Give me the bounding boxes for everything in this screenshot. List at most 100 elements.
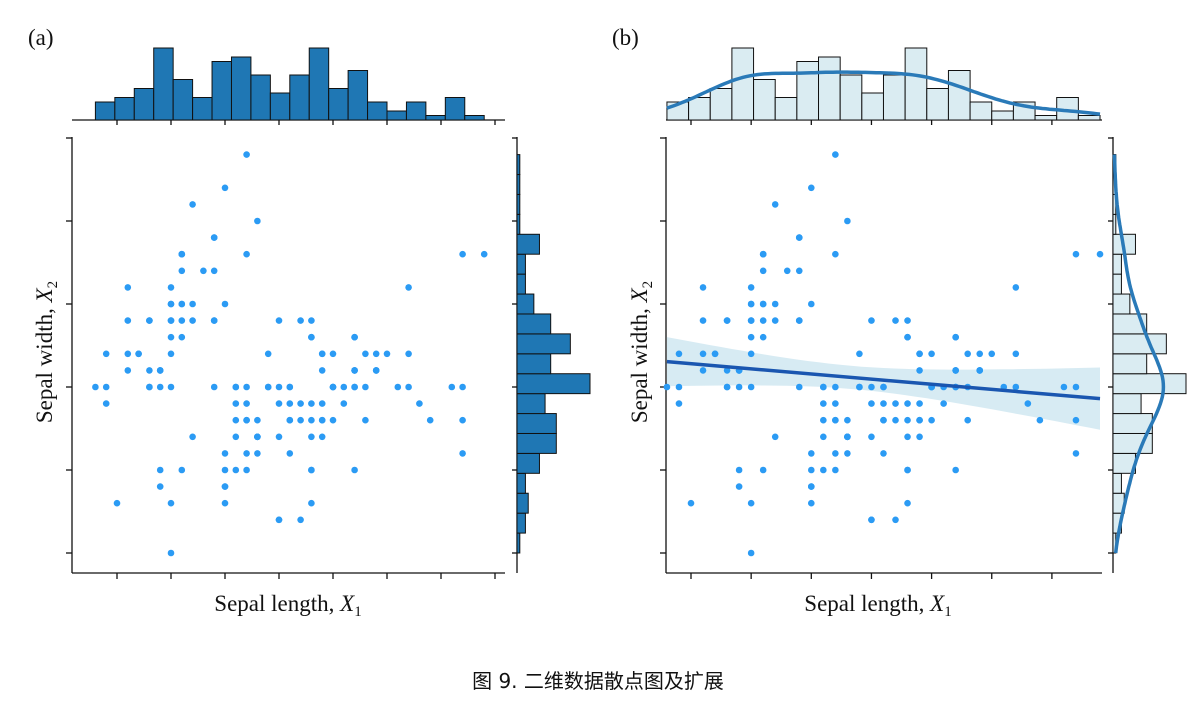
scatter-point: [916, 367, 923, 374]
scatter-point: [868, 317, 875, 324]
scatter-point: [832, 466, 839, 474]
scatter-point: [254, 450, 261, 457]
scatter-point: [771, 433, 779, 441]
top-hist-bar: [386, 110, 407, 121]
scatter-point: [832, 400, 839, 407]
scatter-point: [880, 400, 887, 407]
top-hist-bar: [709, 88, 733, 121]
scatter-point: [747, 284, 755, 291]
top-hist-bar: [405, 101, 427, 121]
scatter-point: [880, 383, 887, 391]
scatter-point: [1012, 350, 1020, 358]
scatter-point: [221, 450, 229, 457]
scatter-point: [102, 350, 110, 358]
scatter-point: [735, 483, 743, 490]
scatter-point: [747, 499, 755, 507]
scatter-point: [318, 350, 326, 358]
scatter-point: [275, 516, 283, 524]
right-hist-bar: [516, 293, 535, 315]
top-hist-bar: [796, 61, 820, 121]
scatter-point: [351, 367, 358, 374]
top-hist-bar: [774, 97, 798, 121]
scatter-point: [318, 367, 326, 374]
scatter-point: [329, 416, 337, 424]
right-hist-bar: [1112, 472, 1122, 494]
right-hist-bar: [516, 492, 529, 514]
scatter-point: [297, 400, 304, 407]
scatter-point: [711, 350, 719, 358]
top-hist-bar: [882, 74, 906, 121]
top-hist-bar: [1077, 115, 1101, 121]
y-axis-label-a: Sepal width, X2: [32, 281, 61, 423]
scatter-point: [976, 350, 984, 358]
scatter-point: [286, 450, 294, 457]
scatter-point: [844, 217, 851, 225]
scatter-point: [904, 416, 911, 424]
right-hist-bar: [516, 452, 540, 474]
right-hist-bar: [516, 373, 591, 395]
scatter-point: [820, 416, 827, 424]
scatter-point: [329, 383, 337, 391]
scatter-point: [687, 499, 695, 507]
scatter-point: [156, 466, 164, 474]
regression-line: [666, 359, 1101, 401]
scatter-point: [372, 350, 380, 358]
scatter-point: [297, 516, 304, 524]
scatter-point: [243, 383, 250, 391]
right-hist-bar: [1112, 293, 1131, 315]
x-label-var: X: [339, 591, 355, 616]
x-label-text: Sepal length,: [214, 591, 340, 616]
y-label-var: X: [627, 287, 652, 303]
x-label-sub: 1: [354, 604, 362, 620]
scatter-point: [976, 367, 984, 374]
scatter-point: [243, 450, 250, 457]
scatter-point: [264, 383, 272, 391]
right-hist-bar: [1112, 253, 1122, 275]
scatter-point: [254, 416, 261, 424]
scatter-point: [904, 317, 911, 324]
scatter-point: [156, 483, 164, 490]
scatter-point: [351, 333, 358, 341]
scatter-point: [820, 383, 827, 391]
top-hist-bar: [818, 56, 841, 121]
scatter-point: [459, 250, 466, 258]
scatter-point: [904, 333, 911, 341]
scatter-point: [747, 333, 755, 341]
x-axis-label-a: Sepal length, X1: [214, 591, 361, 620]
scatter-point: [221, 300, 229, 308]
scatter-point: [113, 499, 121, 507]
scatter-point: [232, 416, 240, 424]
scatter-point: [820, 433, 827, 441]
top-hist-bar: [94, 101, 116, 121]
panel-a: [66, 47, 591, 579]
right-hist-bar: [1112, 213, 1117, 235]
scatter-point: [232, 400, 240, 407]
top-hist-bar: [688, 97, 711, 121]
scatter-point: [892, 516, 899, 524]
figure-caption: 图 9. 二维数据散点图及扩展: [472, 669, 724, 693]
scatter-point: [759, 466, 767, 474]
scatter-point: [124, 284, 132, 291]
scatter-point: [318, 400, 326, 407]
scatter-point: [1072, 450, 1080, 457]
scatter-point: [675, 383, 683, 391]
scatter-point: [771, 300, 779, 308]
scatter-point: [178, 250, 186, 258]
scatter-point: [297, 317, 304, 324]
scatter-point: [167, 300, 175, 308]
scatter-point: [747, 383, 755, 391]
scatter-point: [189, 317, 196, 324]
right-hist-bar: [516, 154, 521, 176]
scatter-point: [892, 400, 899, 407]
top-hist-bar: [1034, 115, 1058, 121]
right-hist-bar: [516, 532, 521, 554]
scatter-point: [759, 250, 767, 258]
right-hist-bar: [516, 413, 557, 434]
scatter-point: [480, 250, 488, 258]
scatter-point: [221, 499, 229, 507]
right-hist-bar: [516, 174, 521, 195]
top-hist-bar: [904, 47, 928, 121]
panel-label-b: (b): [612, 25, 639, 50]
scatter-point: [832, 151, 839, 158]
scatter-point: [759, 267, 767, 275]
